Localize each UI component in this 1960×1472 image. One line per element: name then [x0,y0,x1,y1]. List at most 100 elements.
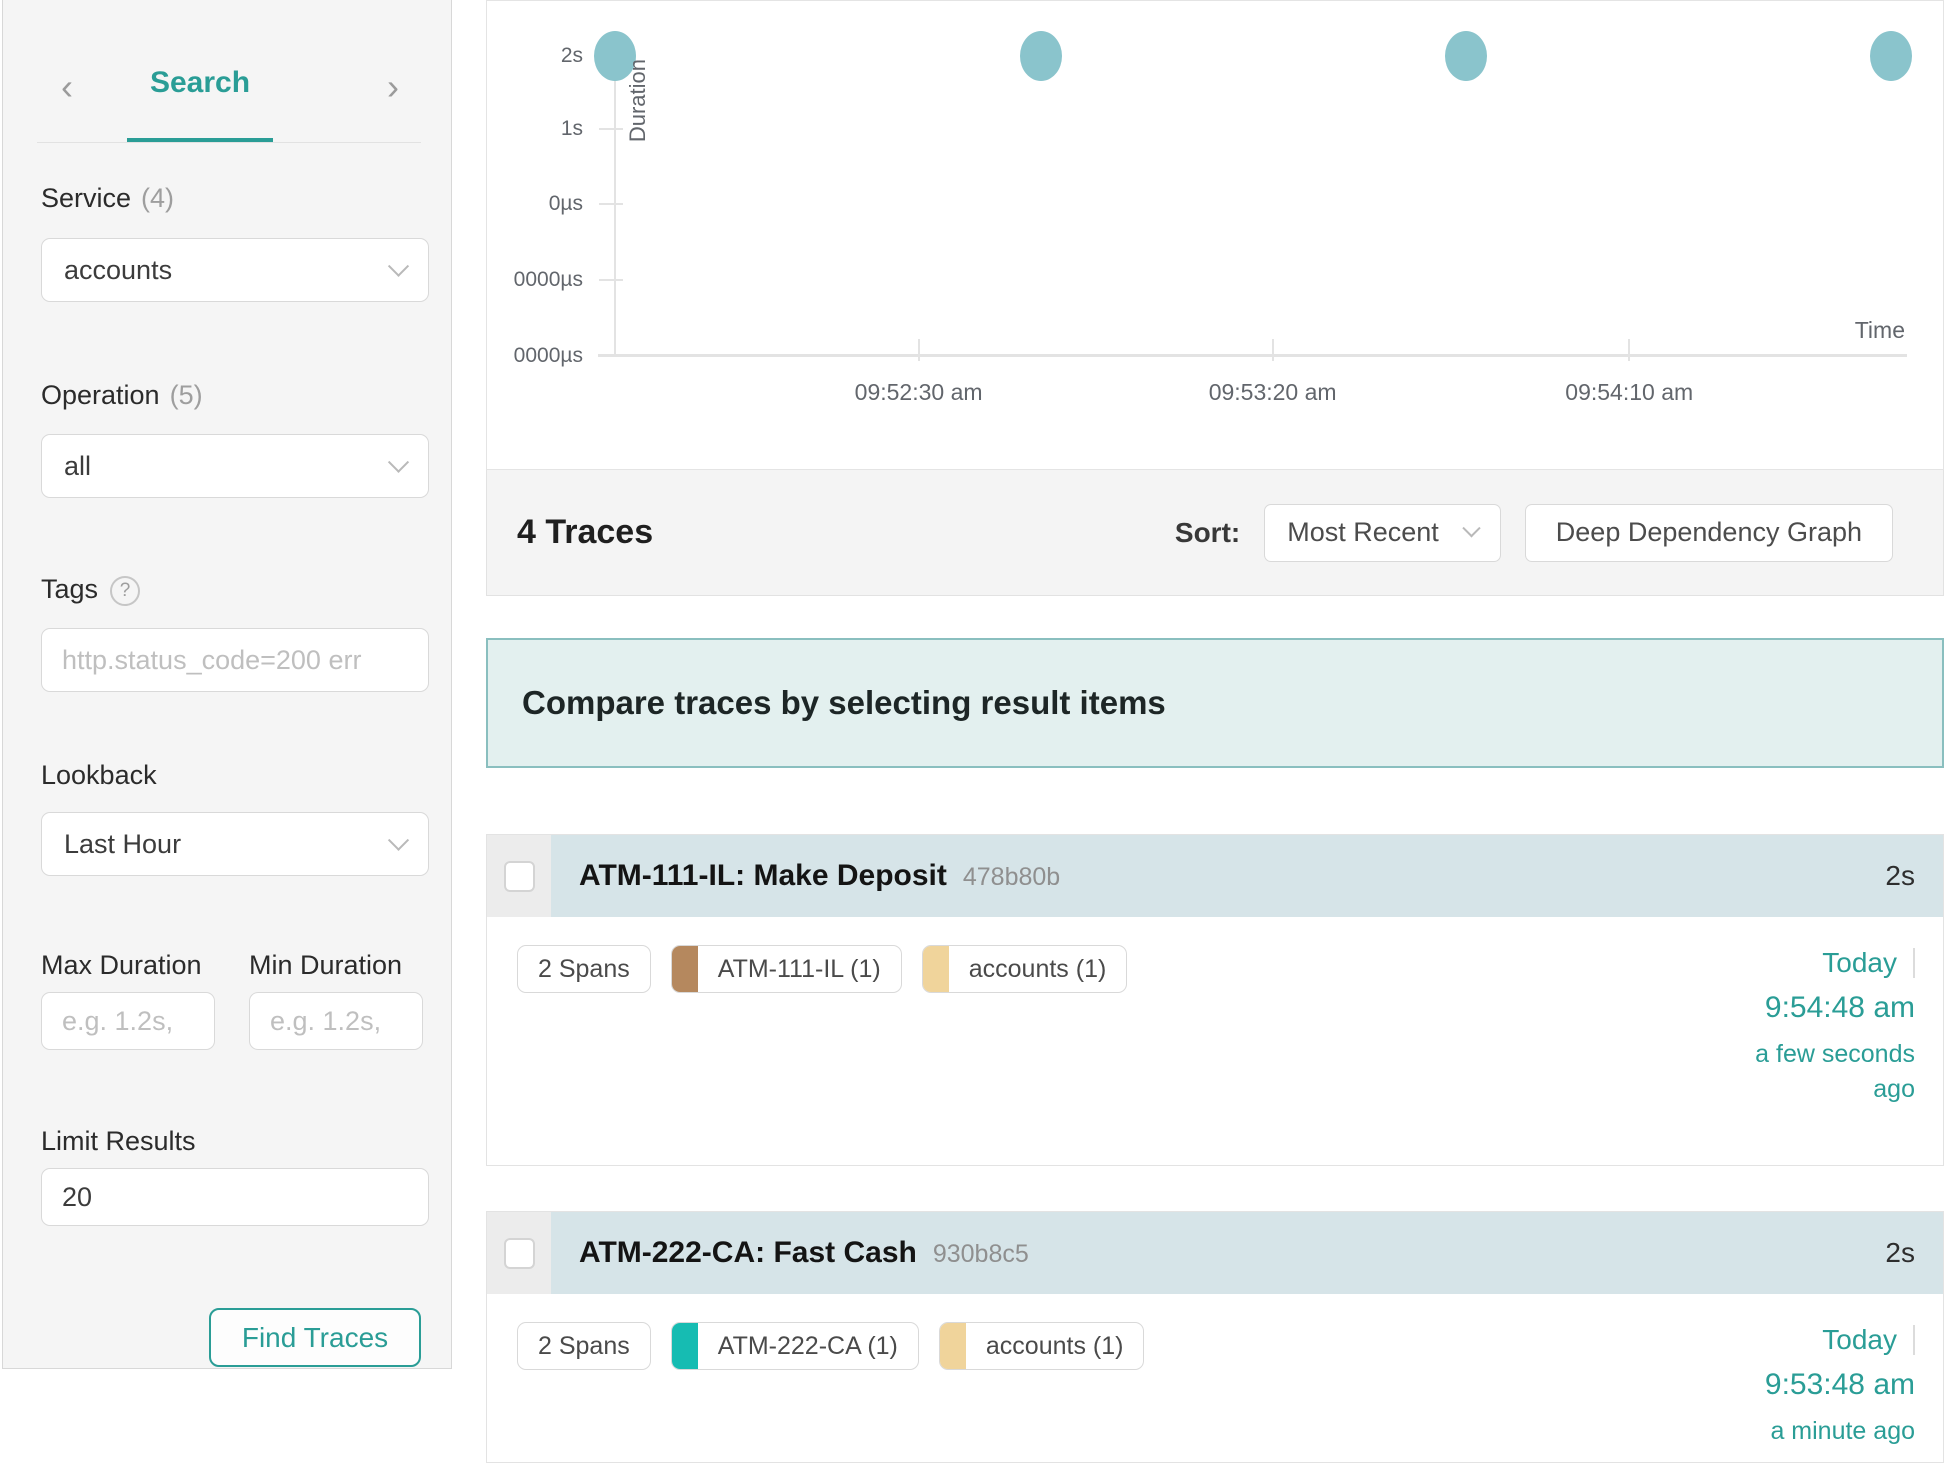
x-tick-label: 09:52:30 am [854,379,983,405]
divider [1913,1325,1915,1355]
trace-scatter-point[interactable] [1020,31,1063,81]
duration-scatter-chart: 2s 1s 0µs 0000µs 0000µs 09:52:30 am 09:53:20 … [486,0,1944,470]
y-tick-mark [599,355,623,357]
trace-date-text: Today [1822,1324,1897,1355]
min-duration-input[interactable] [249,992,423,1050]
x-tick-label: 09:53:20 am [1208,379,1337,405]
trace-scatter-point[interactable] [1445,31,1488,81]
x-tick-mark [1271,339,1274,361]
trace-result-card[interactable]: ATM-222-CA: Fast Cash 930b8c5 2s 2 Spans… [486,1211,1944,1463]
service-color-swatch [671,946,698,992]
tab-search[interactable]: Search [149,66,251,99]
trace-id: 930b8c5 [932,1240,1029,1268]
trace-tags-row: 2 Spans ATM-222-CA (1) accounts (1) [517,1322,1145,1370]
y-axis-labels: 2s 1s 0µs 0000µs 0000µs [487,44,583,367]
operation-select[interactable]: all [41,434,429,498]
max-duration-label: Max Duration [41,950,202,981]
service-color-swatch [939,1323,966,1369]
search-sidebar: ‹ Search › Service (4) accounts Operation… [2,0,452,1369]
service-tag-label: accounts (1) [968,954,1107,983]
tab-divider [37,142,421,143]
tags-input[interactable] [41,628,429,692]
operation-label: Operation (5) [41,380,203,411]
span-count-text: 2 Spans [538,954,630,983]
y-tick-mark [599,202,623,205]
chevron-down-icon [1462,519,1481,538]
service-select[interactable]: accounts [41,238,429,302]
trace-card-body: 2 Spans ATM-111-IL (1) accounts (1) Toda… [487,917,1943,1165]
y-tick-label: 0000µs [513,268,583,292]
trace-card-header[interactable]: ATM-111-IL: Make Deposit 478b80b 2s [487,835,1943,917]
trace-tags-row: 2 Spans ATM-111-IL (1) accounts (1) [517,945,1128,993]
span-count-text: 2 Spans [538,1331,630,1360]
trace-time-column[interactable]: Today 9:53:48 am a minute ago [1715,1324,1915,1449]
active-tab-underline [127,138,273,143]
trace-header-main[interactable]: ATM-222-CA: Fast Cash 930b8c5 2s [551,1212,1943,1294]
limit-results-label: Limit Results [41,1126,196,1157]
chevron-right-icon[interactable]: › [387,66,399,107]
trace-id: 478b80b [962,863,1061,891]
span-count-pill: 2 Spans [517,945,651,993]
trace-duration: 2s [1885,1237,1915,1268]
service-tag-label: accounts (1) [985,1331,1124,1360]
max-duration-label-text: Max Duration [41,950,202,980]
y-tick-mark [599,127,623,130]
trace-relative-time: a few seconds ago [1755,1040,1915,1103]
tags-label: Tags? [41,574,141,606]
trace-header-main[interactable]: ATM-111-IL: Make Deposit 478b80b 2s [551,835,1943,917]
sort-select-value: Most Recent [1287,517,1439,547]
limit-results-input[interactable] [41,1168,429,1226]
service-tag-label: ATM-222-CA (1) [717,1331,898,1360]
y-tick-label: 0000µs [513,344,583,367]
chevron-left-icon[interactable]: ‹ [61,66,73,107]
results-header-actions: Sort: Most Recent Deep Dependency Graph [1174,503,1893,562]
trace-card-body: 2 Spans ATM-222-CA (1) accounts (1) Toda… [487,1294,1943,1462]
lookback-select[interactable]: Last Hour [41,812,429,876]
trace-date: Today [1715,1324,1915,1356]
trace-scatter-point[interactable] [594,31,636,81]
chevron-down-icon [387,829,410,851]
max-duration-input[interactable] [41,992,215,1050]
trace-result-card[interactable]: ATM-111-IL: Make Deposit 478b80b 2s 2 Sp… [486,834,1944,1166]
service-color-swatch [922,946,949,992]
y-axis-line [614,42,616,356]
sort-select[interactable]: Most Recent [1264,503,1501,562]
trace-checkbox-cell [487,1212,551,1294]
x-axis-line [598,354,1907,357]
service-tag-label: ATM-111-IL (1) [717,954,881,983]
min-duration-label: Min Duration [249,950,402,981]
x-tick-mark [1628,339,1631,361]
main-content: 2s 1s 0µs 0000µs 0000µs 09:52:30 am 09:53:20 … [486,0,1944,1463]
deep-dependency-graph-button[interactable]: Deep Dependency Graph [1524,503,1893,562]
operation-label-text: Operation [41,380,160,410]
trace-scatter-point[interactable] [1870,31,1913,81]
x-axis-title: Time [1854,317,1905,343]
trace-duration: 2s [1885,860,1915,891]
trace-card-header[interactable]: ATM-222-CA: Fast Cash 930b8c5 2s [487,1212,1943,1294]
service-tag-pill: ATM-222-CA (1) [670,1322,919,1370]
y-tick-mark [599,279,623,282]
trace-title: ATM-222-CA: Fast Cash [579,1236,917,1269]
service-tag-pill: accounts (1) [921,945,1128,993]
operation-count: (5) [169,380,203,410]
y-tick-label: 0µs [548,191,583,215]
x-tick-mark [917,339,920,361]
help-icon[interactable]: ? [110,576,141,606]
trace-time-column[interactable]: Today 9:54:48 am a few seconds ago [1715,947,1915,1107]
scatter-plot [594,31,1913,361]
compare-banner-text: Compare traces by selecting result items [522,684,1166,721]
find-traces-button[interactable]: Find Traces [209,1308,421,1367]
trace-count: 4 Traces [517,513,654,551]
trace-checkbox-cell [487,835,551,917]
min-duration-label-text: Min Duration [249,950,403,980]
trace-date-text: Today [1822,947,1897,978]
y-tick-label: 1s [560,116,583,140]
chevron-down-icon [387,451,410,473]
chevron-down-icon [387,255,410,277]
trace-date: Today [1715,947,1915,979]
lookback-label-text: Lookback [41,760,157,790]
sort-label: Sort: [1174,516,1241,548]
trace-select-checkbox[interactable] [503,860,535,892]
trace-select-checkbox[interactable] [503,1237,535,1269]
